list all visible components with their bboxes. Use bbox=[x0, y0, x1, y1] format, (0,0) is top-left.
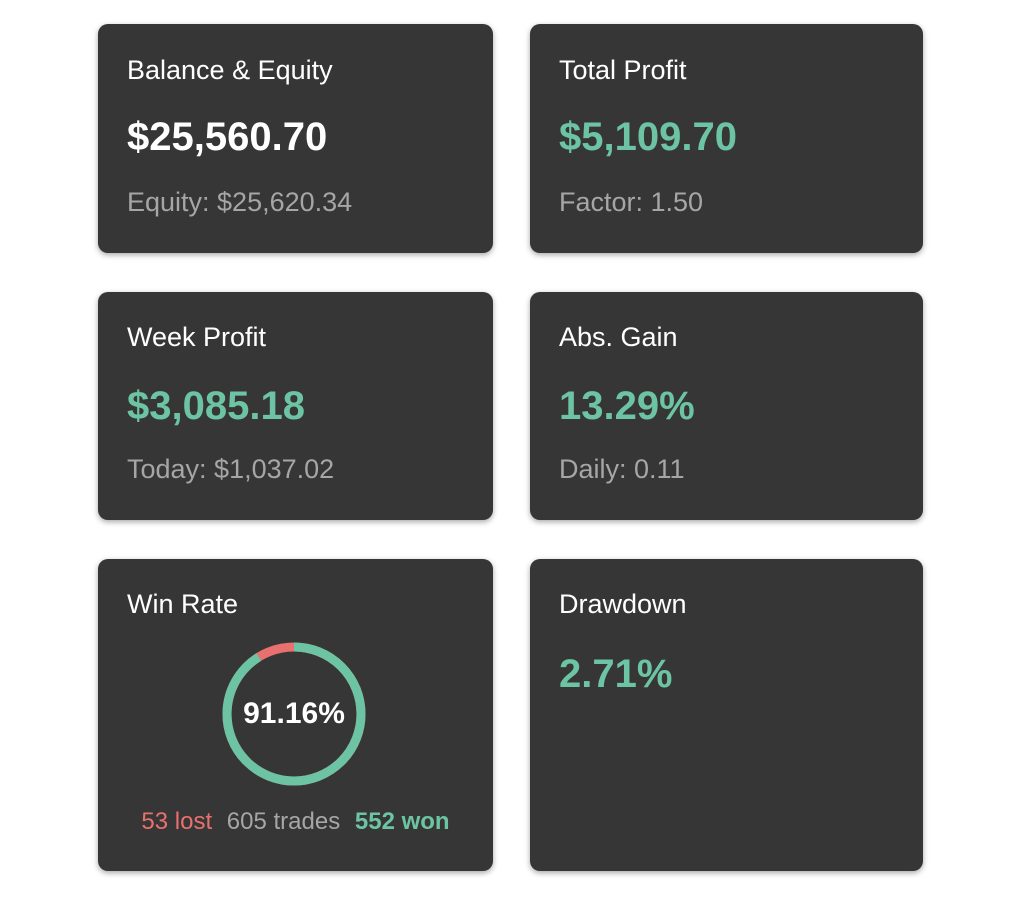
abs-gain-title: Abs. Gain bbox=[559, 322, 678, 352]
week-profit-value: $3,085.18 bbox=[127, 384, 305, 428]
equity-value: Equity: $25,620.34 bbox=[127, 187, 353, 217]
balance-value: $25,560.70 bbox=[127, 115, 328, 159]
win-rate-card: Win Rate 91.16% 53 lost 605 trades 552 w… bbox=[98, 559, 493, 871]
balance-equity-title: Balance & Equity bbox=[127, 55, 333, 85]
week-profit-card: Week Profit $3,085.18 Today: $1,037.02 bbox=[98, 292, 493, 520]
lost-count: 53 lost bbox=[141, 808, 213, 835]
balance-equity-card: Balance & Equity $25,560.70 Equity: $25,… bbox=[98, 24, 493, 253]
drawdown-title: Drawdown bbox=[559, 589, 687, 619]
profit-factor-value: Factor: 1.50 bbox=[559, 187, 704, 217]
drawdown-card: Drawdown 2.71% bbox=[530, 559, 923, 871]
win-rate-percent: 91.16% bbox=[243, 697, 345, 730]
total-profit-card: Total Profit $5,109.70 Factor: 1.50 bbox=[530, 24, 923, 253]
week-profit-title: Week Profit bbox=[127, 322, 267, 352]
total-profit-title: Total Profit bbox=[559, 55, 687, 85]
win-rate-ring: 91.16% bbox=[219, 639, 369, 789]
abs-gain-value: 13.29% bbox=[559, 384, 695, 428]
win-rate-title: Win Rate bbox=[127, 589, 239, 619]
daily-gain-value: Daily: 0.11 bbox=[559, 454, 685, 484]
total-profit-value: $5,109.70 bbox=[559, 115, 737, 159]
won-arc bbox=[222, 642, 366, 786]
drawdown-value: 2.71% bbox=[559, 652, 673, 696]
abs-gain-card: Abs. Gain 13.29% Daily: 0.11 bbox=[530, 292, 923, 520]
won-count: 552 won bbox=[354, 808, 450, 835]
trades-count: 605 trades bbox=[226, 808, 341, 835]
trade-stats-row: 53 lost 605 trades 552 won bbox=[98, 807, 493, 837]
win-rate-donut bbox=[222, 642, 366, 786]
today-profit-value: Today: $1,037.02 bbox=[127, 454, 335, 484]
